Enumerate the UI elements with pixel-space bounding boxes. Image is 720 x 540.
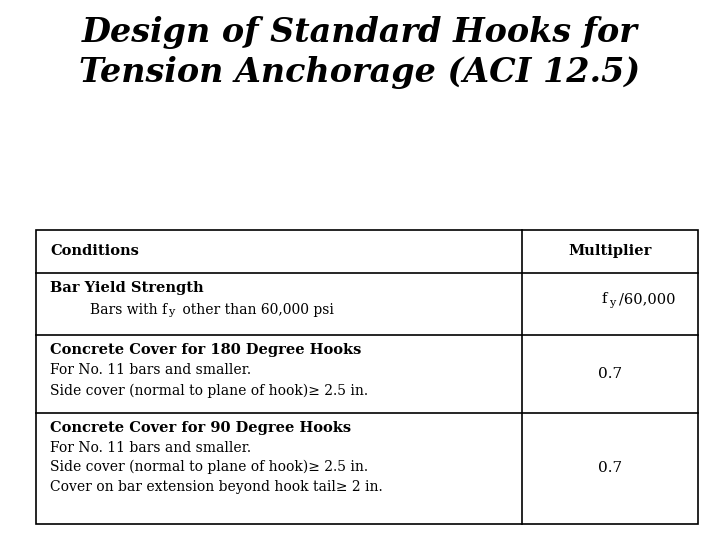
Text: /60,000: /60,000: [618, 293, 675, 306]
Text: f: f: [601, 293, 606, 306]
Text: For No. 11 bars and smaller.: For No. 11 bars and smaller.: [50, 363, 251, 377]
Text: Conditions: Conditions: [50, 244, 139, 258]
Text: other than 60,000 psi: other than 60,000 psi: [178, 303, 333, 318]
Text: For No. 11 bars and smaller.: For No. 11 bars and smaller.: [50, 441, 251, 455]
Text: Concrete Cover for 180 Degree Hooks: Concrete Cover for 180 Degree Hooks: [50, 343, 361, 357]
Text: Bar Yield Strength: Bar Yield Strength: [50, 281, 204, 295]
Text: 0.7: 0.7: [598, 462, 622, 475]
Text: Design of Standard Hooks for
Tension Anchorage (ACI 12.5): Design of Standard Hooks for Tension Anc…: [79, 16, 641, 89]
Text: y: y: [609, 298, 616, 308]
Text: Side cover (normal to plane of hook)≥ 2.5 in.: Side cover (normal to plane of hook)≥ 2.…: [50, 460, 369, 475]
Text: Concrete Cover for 90 Degree Hooks: Concrete Cover for 90 Degree Hooks: [50, 421, 351, 435]
Text: Cover on bar extension beyond hook tail≥ 2 in.: Cover on bar extension beyond hook tail≥…: [50, 480, 383, 494]
Text: 0.7: 0.7: [598, 367, 622, 381]
Text: Multiplier: Multiplier: [569, 244, 652, 258]
Text: Bars with f: Bars with f: [90, 303, 167, 318]
Text: Side cover (normal to plane of hook)≥ 2.5 in.: Side cover (normal to plane of hook)≥ 2.…: [50, 384, 369, 399]
Text: y: y: [168, 307, 174, 318]
